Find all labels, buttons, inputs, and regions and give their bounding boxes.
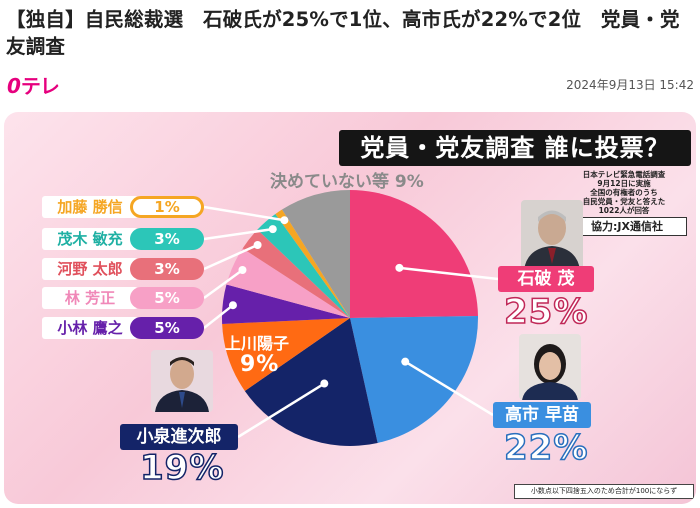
leader-line-2 [237,382,325,439]
candidate-photo-takaichi [519,334,581,400]
leader-dot-5 [238,265,247,274]
leader-dot-6 [253,240,262,249]
pie-slice-3 [222,318,350,391]
pie-slice-9 [282,190,350,318]
leader-dot-2 [320,379,329,388]
pie-slice-2 [244,318,378,446]
label-pct-kobayashi: 5% [130,317,204,339]
label-pct-kato: 1% [130,196,204,218]
label-name-motegi: 茂木 敏充 [42,228,138,250]
publish-timestamp: 2024年9月13日 15:42 [566,78,694,92]
pie-slice-6 [242,229,350,318]
label-pct-koizumi: 19% [139,447,225,489]
label-pct-takaichi: 22% [503,427,589,469]
label-name-takaichi: 高市 早苗 [493,402,591,428]
pie-slice-0 [350,190,478,318]
pie-slices [222,190,478,446]
leader-line-4 [203,304,234,329]
poll-infographic: 党員・党友調査 誰に投票？ 日本テレビ緊急電話調査 9月12日に実施 全国の有権… [4,112,696,504]
leader-line-1 [404,360,494,417]
leader-dot-4 [228,301,237,310]
leader-dot-1 [401,357,410,366]
label-name-kato: 加藤 勝信 [42,196,138,218]
label-name-hayashi: 林 芳正 [42,287,138,309]
credit-label: 協力:JX通信社 [567,217,687,236]
label-pct-hayashi: 5% [130,287,204,309]
leader-line-0 [399,266,499,281]
leader-line-8 [203,205,285,222]
leader-line-5 [203,268,244,300]
leader-lines [203,205,499,439]
pie-slice-4 [222,284,350,324]
label-pct-kamikawa: 9% [240,352,280,377]
candidate-photo-koizumi [151,350,213,412]
pie-slice-5 [226,248,350,318]
label-pct-kono: 3% [130,258,204,280]
pie-slice-8 [275,209,350,318]
label-name-ishiba: 石破 茂 [498,266,594,292]
leader-dot-0 [395,263,404,272]
pie-slice-1 [350,316,478,443]
candidate-photo-ishiba [521,200,583,270]
label-name-kamikawa: 上川陽子 [224,334,289,353]
survey-note: 日本テレビ緊急電話調査 9月12日に実施 全国の有権者のうち 自民党員・党友と答… [582,170,666,215]
undecided-label: 決めていない等 9% [270,172,424,192]
article-headline: 【独自】自民総裁選 石破氏が25%で1位、高市氏が22%で2位 党員・党友調査 [6,8,680,58]
infographic-title: 党員・党友調査 誰に投票？ [339,130,691,166]
leader-line-6 [203,243,259,271]
label-name-kono: 河野 太郎 [42,258,138,280]
label-name-koizumi: 小泉進次郎 [120,424,238,450]
leader-dot-8 [280,216,289,225]
pie-slice-7 [257,213,350,318]
rounding-footnote: 小数点以下四捨五入のため合計が100にならず [514,484,694,499]
label-name-kobayashi: 小林 鷹之 [42,317,138,339]
ntv-logo[interactable]: 0テレ [7,74,60,98]
leader-line-7 [203,227,273,241]
label-pct-motegi: 3% [130,228,204,250]
leader-dot-7 [268,225,277,234]
label-pct-ishiba: 25% [503,291,589,333]
pie-chart [203,190,499,446]
